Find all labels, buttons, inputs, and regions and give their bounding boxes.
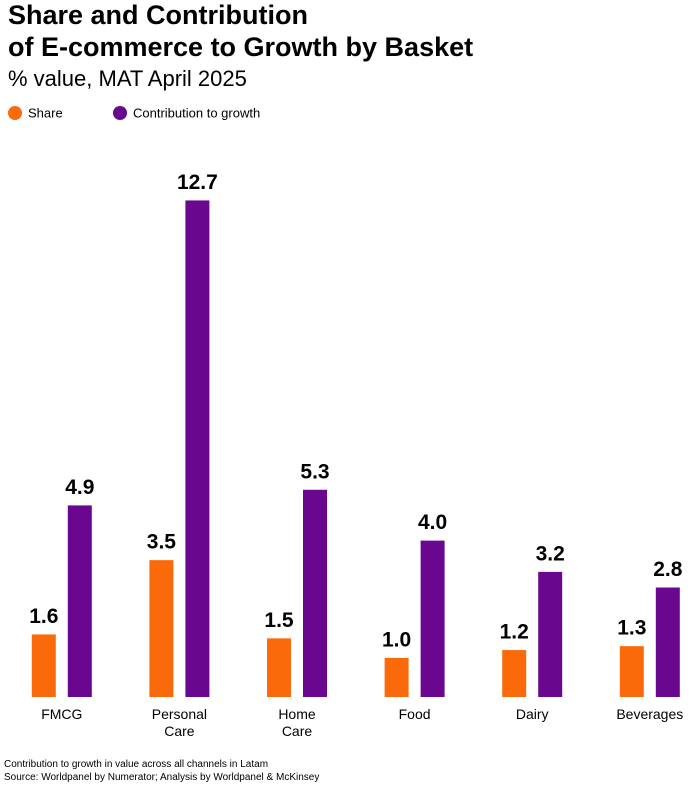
legend-swatch bbox=[8, 106, 22, 120]
legend-label: Contribution to growth bbox=[133, 105, 260, 120]
data-label: 1.3 bbox=[617, 617, 646, 640]
data-label: 1.6 bbox=[29, 605, 58, 628]
chart-subtitle: % value, MAT April 2025 bbox=[8, 66, 247, 91]
bar bbox=[619, 646, 644, 697]
data-label: 4.0 bbox=[418, 511, 447, 534]
data-label: 1.0 bbox=[382, 628, 411, 651]
data-label: 5.3 bbox=[300, 460, 329, 483]
data-label: 12.7 bbox=[177, 171, 218, 194]
bar bbox=[267, 638, 291, 697]
data-label: 3.2 bbox=[536, 542, 565, 565]
bar bbox=[185, 200, 210, 697]
data-label: 2.8 bbox=[653, 558, 683, 581]
data-label: 1.2 bbox=[500, 621, 529, 644]
bar bbox=[67, 505, 92, 697]
bar bbox=[655, 587, 680, 697]
bar bbox=[149, 560, 174, 697]
data-label: 1.5 bbox=[264, 609, 294, 632]
x-tick-label: Food bbox=[398, 706, 431, 722]
bar bbox=[303, 489, 327, 697]
bar bbox=[538, 571, 563, 697]
data-label: 4.9 bbox=[65, 476, 94, 499]
data-label: 3.5 bbox=[147, 531, 177, 554]
chart-title: of E-commerce to Growth by Basket bbox=[8, 32, 474, 62]
legend-swatch bbox=[113, 106, 127, 120]
x-tick-label: Personal Care bbox=[151, 706, 208, 739]
footnote: Contribution to growth in value across a… bbox=[4, 759, 269, 770]
x-tick-label: Dairy bbox=[515, 706, 549, 722]
x-tick-label: FMCG bbox=[41, 706, 83, 722]
bar bbox=[384, 657, 409, 697]
legend-label: Share bbox=[28, 105, 63, 120]
chart-title: Share and Contribution bbox=[8, 0, 308, 30]
bar bbox=[31, 634, 56, 697]
x-tick-label: Beverages bbox=[616, 706, 684, 722]
bar bbox=[420, 540, 445, 697]
bar bbox=[502, 650, 527, 697]
x-tick-label: Home Care bbox=[278, 706, 316, 739]
footnote: Source: Worldpanel by Numerator; Analysi… bbox=[4, 772, 320, 783]
